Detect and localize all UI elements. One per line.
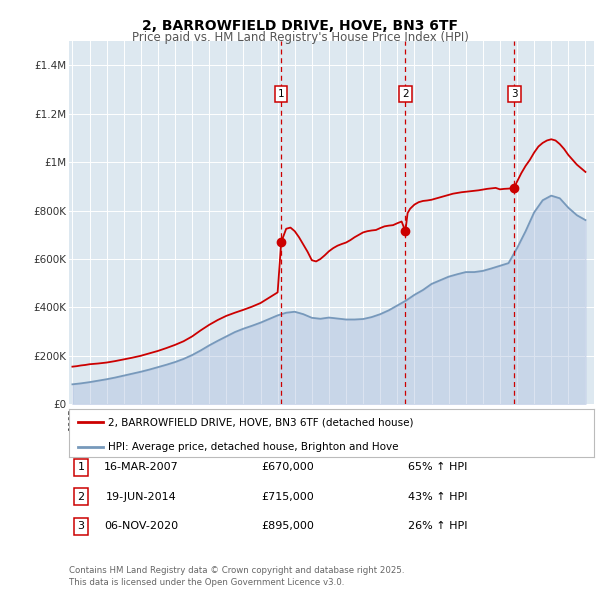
Text: 1: 1 [278,89,284,99]
Text: 2: 2 [77,492,85,502]
Text: 2, BARROWFIELD DRIVE, HOVE, BN3 6TF: 2, BARROWFIELD DRIVE, HOVE, BN3 6TF [142,19,458,33]
Text: 43% ↑ HPI: 43% ↑ HPI [408,492,467,502]
Text: 19-JUN-2014: 19-JUN-2014 [106,492,176,502]
Text: 1: 1 [77,463,85,472]
Text: £895,000: £895,000 [262,522,314,531]
Text: 2, BARROWFIELD DRIVE, HOVE, BN3 6TF (detached house): 2, BARROWFIELD DRIVE, HOVE, BN3 6TF (det… [109,417,414,427]
Text: 06-NOV-2020: 06-NOV-2020 [104,522,178,531]
Text: 3: 3 [77,522,85,531]
Text: 2: 2 [402,89,409,99]
Text: 16-MAR-2007: 16-MAR-2007 [104,463,178,472]
Text: £715,000: £715,000 [262,492,314,502]
Text: Contains HM Land Registry data © Crown copyright and database right 2025.
This d: Contains HM Land Registry data © Crown c… [69,566,404,587]
Text: £670,000: £670,000 [262,463,314,472]
Text: 26% ↑ HPI: 26% ↑ HPI [408,522,467,531]
Text: Price paid vs. HM Land Registry's House Price Index (HPI): Price paid vs. HM Land Registry's House … [131,31,469,44]
Text: HPI: Average price, detached house, Brighton and Hove: HPI: Average price, detached house, Brig… [109,441,399,451]
Text: 3: 3 [511,89,518,99]
Text: 65% ↑ HPI: 65% ↑ HPI [408,463,467,472]
